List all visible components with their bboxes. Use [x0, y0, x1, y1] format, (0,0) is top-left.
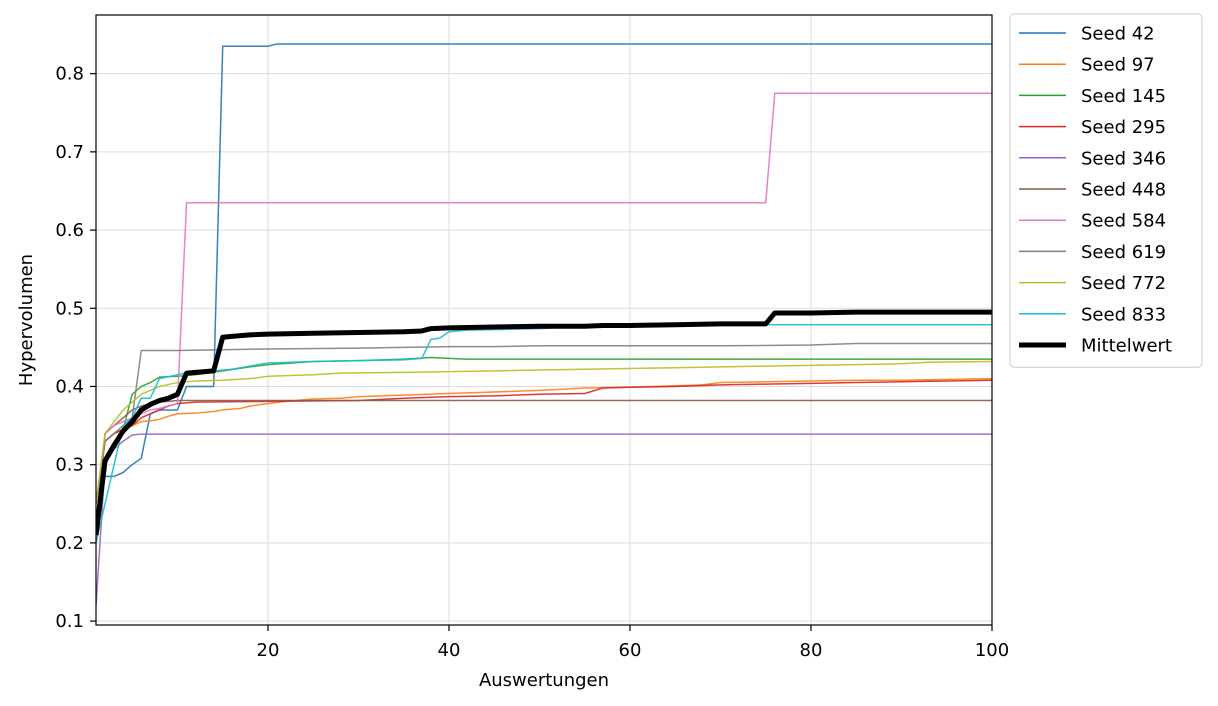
legend-label-seed-97: Seed 97: [1081, 55, 1155, 76]
series-line-seed-295: [96, 379, 992, 504]
x-tick-label: 20: [257, 640, 280, 661]
x-tick-label: 80: [800, 640, 823, 661]
legend-label-seed-448: Seed 448: [1081, 180, 1166, 201]
legend-label-seed-145: Seed 145: [1081, 86, 1166, 107]
x-tick-label: 100: [975, 640, 1009, 661]
y-tick-label: 0.4: [55, 376, 84, 397]
legend-box: [1009, 13, 1203, 368]
legend-label-seed-833: Seed 833: [1081, 304, 1166, 325]
legend-label-seed-42: Seed 42: [1081, 24, 1155, 45]
legend-label-seed-619: Seed 619: [1081, 242, 1166, 263]
y-tick-label: 0.3: [55, 455, 84, 476]
legend-label-seed-772: Seed 772: [1081, 273, 1166, 294]
plot-frame: [95, 14, 993, 626]
x-axis-label: Auswertungen: [479, 670, 609, 691]
y-tick-label: 0.8: [55, 64, 84, 85]
legend-label-seed-584: Seed 584: [1081, 211, 1166, 232]
y-axis-ticks: 0.1 0.2 0.3 0.4 0.5 0.6 0.7 0.8: [55, 64, 96, 632]
series-line-seed-584: [96, 92, 992, 543]
y-tick-label: 0.7: [55, 142, 84, 163]
y-tick-label: 0.1: [55, 611, 84, 632]
x-tick-label: 40: [438, 640, 461, 661]
y-tick-label: 0.6: [55, 220, 84, 241]
x-axis-ticks: 20 40 60 80 100: [257, 625, 1009, 661]
legend-label-seed-346: Seed 346: [1081, 148, 1166, 169]
legend-label-mittelwert: Mittelwert: [1081, 336, 1172, 357]
x-tick-label: 60: [619, 640, 642, 661]
series-line-seed-772: [96, 360, 992, 504]
series-line-seed-42: [96, 43, 992, 497]
y-tick-label: 0.2: [55, 533, 84, 554]
series-layer: [96, 43, 992, 606]
y-tick-label: 0.5: [55, 298, 84, 319]
legend-label-seed-295: Seed 295: [1081, 117, 1166, 138]
series-line-mittelwert: [96, 309, 992, 536]
y-axis-label: Hypervolumen: [16, 254, 37, 386]
legend: Seed 42 Seed 97 Seed 145 Seed 295 Seed 346 Se…: [1009, 13, 1203, 368]
grid: [96, 15, 993, 625]
